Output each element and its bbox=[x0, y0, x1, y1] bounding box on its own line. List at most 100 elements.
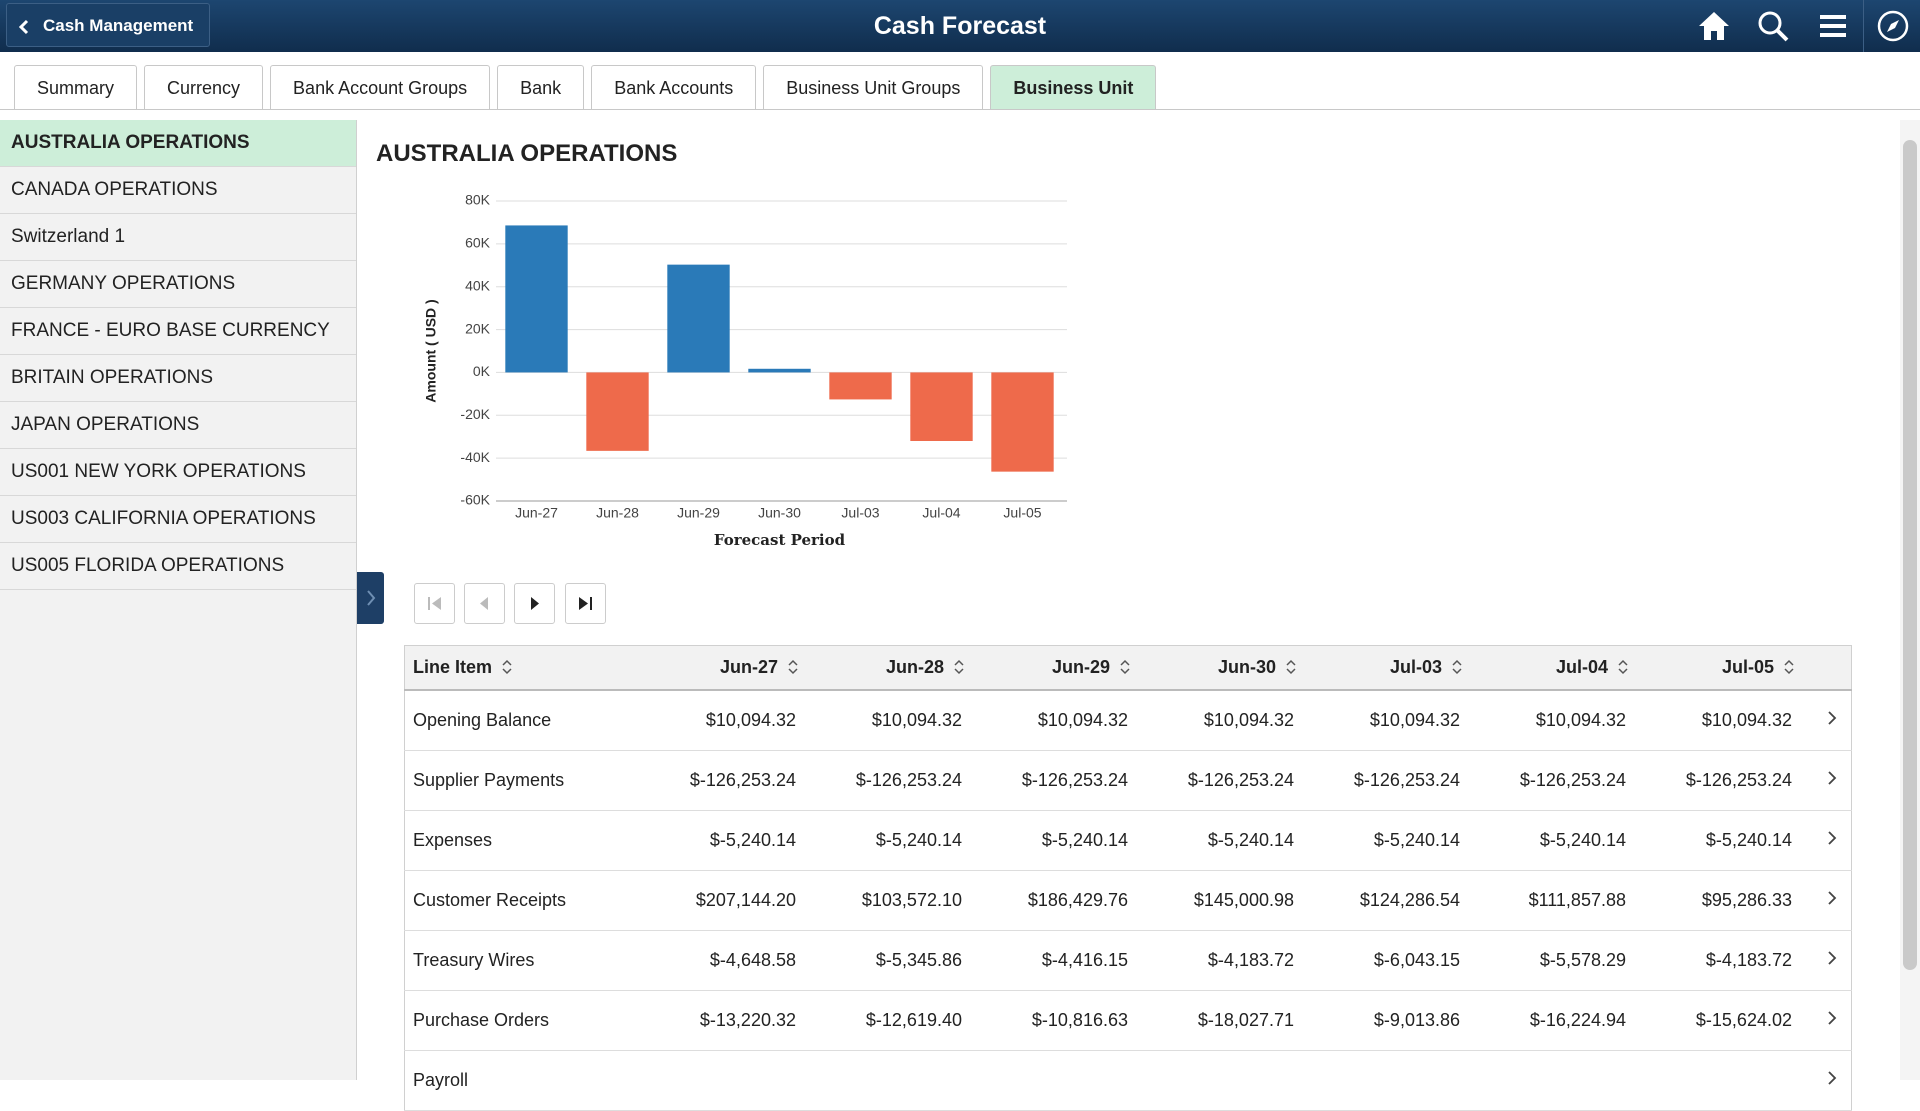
tab[interactable]: Currency bbox=[144, 65, 264, 110]
cell-text: $-5,240.14 bbox=[1207, 830, 1294, 850]
cell-text: $-5,240.14 bbox=[1705, 830, 1792, 850]
bar bbox=[829, 372, 892, 400]
sort-icon[interactable] bbox=[952, 659, 966, 675]
sort-icon[interactable] bbox=[500, 659, 514, 675]
table-cell bbox=[982, 1050, 1148, 1111]
sidebar-item[interactable]: AUSTRALIA OPERATIONS bbox=[0, 120, 356, 167]
cell-text: $-5,240.14 bbox=[709, 830, 796, 850]
first-page-button[interactable] bbox=[414, 583, 455, 624]
table-cell: Customer Receipts bbox=[404, 870, 650, 931]
table-row[interactable]: Opening Balance $10,094.32 $10,094.32 $10,0… bbox=[404, 690, 1852, 751]
navigator-icon[interactable] bbox=[1876, 9, 1910, 43]
sidebar-item[interactable]: JAPAN OPERATIONS bbox=[0, 402, 356, 449]
table-row[interactable]: Supplier Payments $-126,253.24 $-126,253.2… bbox=[404, 750, 1852, 811]
search-icon[interactable] bbox=[1757, 10, 1789, 42]
menu-icon[interactable] bbox=[1818, 10, 1848, 42]
table-cell: Treasury Wires bbox=[404, 930, 650, 991]
last-page-button[interactable] bbox=[565, 583, 606, 624]
sidebar-item[interactable]: US005 FLORIDA OPERATIONS bbox=[0, 543, 356, 590]
table-cell: $-5,240.14 bbox=[1646, 810, 1812, 871]
cell-text: $95,286.33 bbox=[1701, 890, 1792, 910]
chevron-icon bbox=[1827, 891, 1836, 905]
table-cell: $10,094.32 bbox=[1480, 690, 1646, 751]
sidebar-item[interactable]: US003 CALIFORNIA OPERATIONS bbox=[0, 496, 356, 543]
home-icon[interactable] bbox=[1697, 10, 1731, 42]
column-header: Jul-03 bbox=[1314, 645, 1480, 691]
table-cell: $103,572.10 bbox=[816, 870, 982, 931]
chart-title: AUSTRALIA OPERATIONS bbox=[376, 140, 678, 167]
cell-text: $-126,253.24 bbox=[1187, 770, 1294, 790]
table-cell: $-4,183.72 bbox=[1148, 930, 1314, 991]
y-tick-label: -20K bbox=[460, 406, 490, 422]
sort-icon[interactable] bbox=[1118, 659, 1132, 675]
table-cell: $10,094.32 bbox=[1646, 690, 1812, 751]
sidebar-item[interactable]: GERMANY OPERATIONS bbox=[0, 261, 356, 308]
cell-text: Purchase Orders bbox=[413, 1010, 550, 1030]
next-page-button[interactable] bbox=[514, 583, 555, 624]
sort-icon[interactable] bbox=[786, 659, 800, 675]
previous-page-button[interactable] bbox=[464, 583, 505, 624]
divider bbox=[1863, 0, 1864, 52]
tab[interactable]: Bank Account Groups bbox=[270, 65, 491, 110]
table-cell: $124,286.54 bbox=[1314, 870, 1480, 931]
cell-text: $-5,240.14 bbox=[1539, 830, 1626, 850]
cell-text: $-10,816.63 bbox=[1031, 1010, 1128, 1030]
bar bbox=[505, 225, 568, 373]
table-cell: $-6,043.15 bbox=[1314, 930, 1480, 991]
cell-text: $-4,416.15 bbox=[1041, 950, 1128, 970]
cell-text: $-126,253.24 bbox=[1353, 770, 1460, 790]
tab[interactable]: Bank Accounts bbox=[591, 65, 757, 110]
table-cell bbox=[1314, 1050, 1480, 1111]
tab[interactable]: Bank bbox=[497, 65, 585, 110]
cell-text: $-6,043.15 bbox=[1373, 950, 1460, 970]
table-cell: $95,286.33 bbox=[1646, 870, 1812, 931]
tab[interactable]: Business Unit bbox=[990, 65, 1157, 110]
tab[interactable]: Business Unit Groups bbox=[763, 65, 984, 110]
tab[interactable]: Summary bbox=[14, 65, 138, 110]
collapse-button[interactable] bbox=[357, 572, 384, 624]
table-cell bbox=[1148, 1050, 1314, 1111]
column-header-label: Jul-05 bbox=[1721, 657, 1774, 677]
sidebar-item[interactable]: CANADA OPERATIONS bbox=[0, 167, 356, 214]
cell-text: $-126,253.24 bbox=[1685, 770, 1792, 790]
sidebar-item[interactable]: BRITAIN OPERATIONS bbox=[0, 355, 356, 402]
row-chevron bbox=[1812, 990, 1852, 1051]
sidebar-item[interactable]: FRANCE - EURO BASE CURRENCY bbox=[0, 308, 356, 355]
cell-text: $-5,578.29 bbox=[1539, 950, 1626, 970]
table-cell: $-4,416.15 bbox=[982, 930, 1148, 991]
y-tick-label: -40K bbox=[460, 449, 490, 465]
cell-text: Supplier Payments bbox=[413, 770, 565, 790]
sort-icon[interactable] bbox=[1616, 659, 1630, 675]
row-chevron bbox=[1812, 1050, 1852, 1111]
cell-text: $-16,224.94 bbox=[1529, 1010, 1626, 1030]
table-row[interactable]: Customer Receipts $207,144.20 $103,572.10 $… bbox=[404, 870, 1852, 931]
table-row[interactable]: Payroll bbox=[404, 1050, 1852, 1111]
cell-text: $-126,253.24 bbox=[855, 770, 962, 790]
table-row[interactable]: Purchase Orders $-13,220.32 $-12,619.40 $-1… bbox=[404, 990, 1852, 1051]
sidebar-item[interactable]: Switzerland 1 bbox=[0, 214, 356, 261]
cell-text: $-126,253.24 bbox=[1519, 770, 1626, 790]
chevron-icon bbox=[1827, 1011, 1836, 1025]
cell-text: $10,094.32 bbox=[1203, 710, 1294, 730]
cell-text: $124,286.54 bbox=[1359, 890, 1460, 910]
sort-icon[interactable] bbox=[1284, 659, 1298, 675]
table-cell: $-5,240.14 bbox=[650, 810, 816, 871]
cell-text: $10,094.32 bbox=[705, 710, 796, 730]
sort-icon[interactable] bbox=[1450, 659, 1464, 675]
cell-text: $-5,240.14 bbox=[1041, 830, 1128, 850]
sort-icon[interactable] bbox=[1782, 659, 1796, 675]
scroll-thumb[interactable] bbox=[1903, 140, 1917, 970]
column-header: Line Item bbox=[404, 645, 650, 691]
table-row[interactable]: Treasury Wires $-4,648.58 $-5,345.86 $-4,41… bbox=[404, 930, 1852, 991]
row-chevron bbox=[1812, 930, 1852, 991]
column-header-spacer bbox=[1812, 645, 1852, 691]
y-tick-label: 60K bbox=[465, 235, 491, 251]
table-row[interactable]: Expenses $-5,240.14 $-5,240.14 $-5,240.14 $-… bbox=[404, 810, 1852, 871]
sidebar-item[interactable]: US001 NEW YORK OPERATIONS bbox=[0, 449, 356, 496]
back-button[interactable]: Cash Management bbox=[6, 3, 211, 47]
column-header: Jul-05 bbox=[1646, 645, 1812, 691]
x-tick-label: Jun-30 bbox=[758, 505, 801, 521]
column-header: Jun-28 bbox=[816, 645, 982, 691]
column-header: Jun-27 bbox=[650, 645, 816, 691]
